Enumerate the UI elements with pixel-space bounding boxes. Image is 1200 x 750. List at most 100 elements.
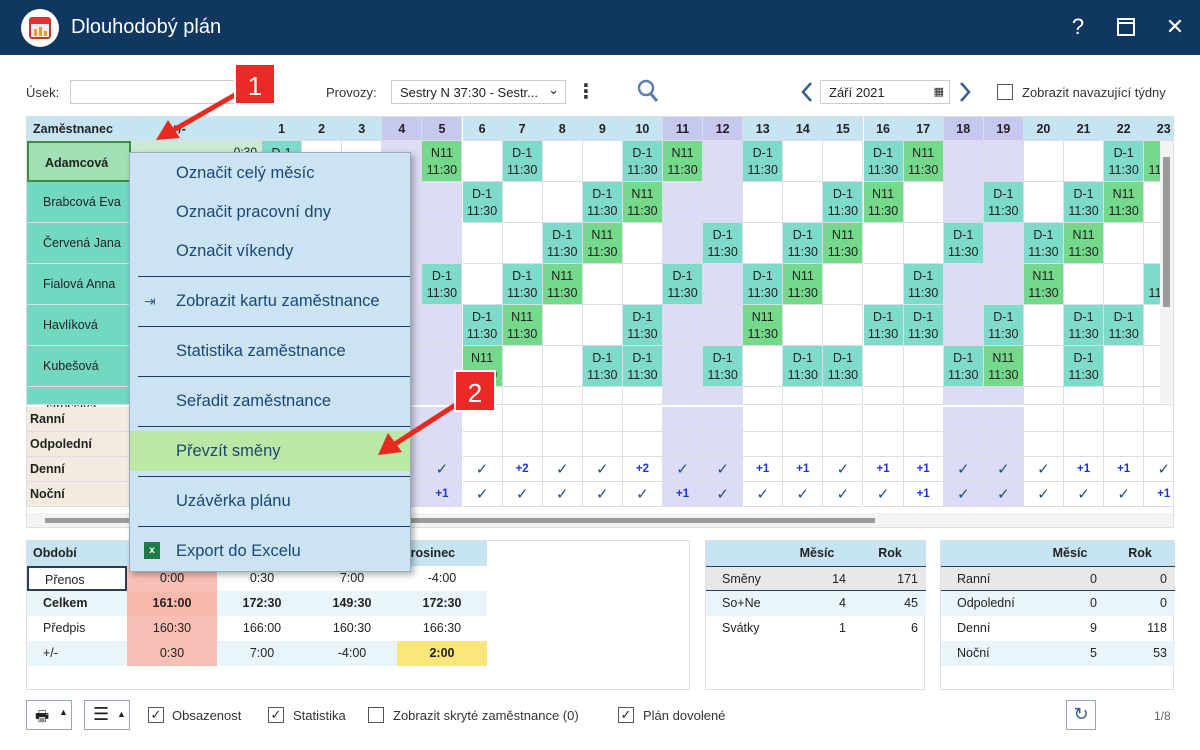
shift-cell[interactable]	[943, 264, 984, 305]
month-picker[interactable]: Září 2021 ▦	[820, 80, 950, 104]
employee-name-partial[interactable]	[27, 387, 131, 405]
shift-cell[interactable]	[422, 346, 463, 387]
shift-cell[interactable]: D-1 11:30	[663, 264, 704, 305]
context-menu-item[interactable]: Převzít směny	[130, 431, 410, 471]
shift-cell[interactable]: D-1 11:30	[1104, 141, 1145, 182]
shift-cell[interactable]: D-1 11:30	[502, 141, 543, 182]
prev-month-icon[interactable]	[800, 80, 814, 107]
maximize-button[interactable]	[1111, 12, 1141, 42]
day-header-2[interactable]: 2	[302, 117, 343, 141]
shift-cell[interactable]	[823, 264, 864, 305]
shift-cell[interactable]	[1144, 346, 1173, 387]
shift-cell[interactable]	[422, 223, 463, 264]
shift-cell[interactable]	[542, 182, 583, 223]
shift-cell[interactable]: D-1 11:30	[823, 346, 864, 387]
shift-cell[interactable]	[943, 182, 984, 223]
shift-cell[interactable]	[783, 182, 824, 223]
print-button[interactable]: 🖶 ▲	[26, 700, 72, 730]
shift-cell[interactable]: N11 11:30	[863, 182, 904, 223]
shift-cell[interactable]: D-1 11:30	[783, 223, 824, 264]
context-menu-item[interactable]: ⇥ Zobrazit kartu zaměstnance	[130, 281, 410, 321]
employee-name[interactable]: Červená Jana	[27, 223, 131, 264]
shift-cell[interactable]	[1144, 223, 1173, 264]
shift-cell[interactable]	[1104, 346, 1145, 387]
shift-cell[interactable]	[903, 346, 944, 387]
shift-cell[interactable]	[983, 264, 1024, 305]
shift-cell[interactable]: D-1 11:30	[622, 141, 663, 182]
hidden-employees-checkbox[interactable]	[368, 707, 384, 723]
shift-cell[interactable]	[823, 305, 864, 346]
day-header-6[interactable]: 6	[462, 117, 503, 141]
help-button[interactable]: ?	[1071, 14, 1085, 39]
shift-cell[interactable]	[1023, 305, 1064, 346]
shift-cell[interactable]	[502, 346, 543, 387]
employee-name[interactable]: Adamcová Jana	[27, 141, 131, 211]
day-header-13[interactable]: 13	[743, 117, 784, 141]
day-header-17[interactable]: 17	[903, 117, 944, 141]
shift-cell[interactable]	[422, 305, 463, 346]
employee-name[interactable]: Brabcová Eva	[27, 182, 131, 223]
shift-cell[interactable]: D-1 11:30	[542, 223, 583, 264]
day-header-15[interactable]: 15	[823, 117, 864, 141]
shift-cell[interactable]: D-1 11:30	[1023, 223, 1064, 264]
provozy-select[interactable]: Sestry N 37:30 - Sestr... ⌄	[391, 80, 566, 104]
more-options-icon[interactable]: ⋮	[576, 81, 596, 103]
follow-weeks-checkbox[interactable]	[997, 84, 1013, 100]
day-header-3[interactable]: 3	[342, 117, 383, 141]
shift-cell[interactable]	[1064, 141, 1105, 182]
shift-cell[interactable]: D-1 11:30	[823, 182, 864, 223]
next-month-icon[interactable]	[958, 80, 972, 107]
shift-cell[interactable]: N11 11:30	[502, 305, 543, 346]
scrollbar-thumb[interactable]	[45, 518, 875, 523]
shift-cell[interactable]: D-1 11:30	[1064, 182, 1105, 223]
context-menu-item[interactable]: Označit celý měsíc	[130, 153, 410, 193]
shift-cell[interactable]: D-1 11:30	[502, 264, 543, 305]
shift-cell[interactable]: N11 11:30	[542, 264, 583, 305]
day-header-16[interactable]: 16	[863, 117, 904, 141]
shift-cell[interactable]	[703, 305, 744, 346]
day-header-8[interactable]: 8	[542, 117, 583, 141]
statistika-checkbox[interactable]: ✓	[268, 707, 284, 723]
shift-cell[interactable]	[663, 182, 704, 223]
shift-cell[interactable]: D-1 11:30	[422, 264, 463, 305]
shift-cell[interactable]	[703, 182, 744, 223]
shift-cell[interactable]	[863, 264, 904, 305]
shift-cell[interactable]: D-1 11:30	[983, 305, 1024, 346]
shift-cell[interactable]: D-1 11:30	[863, 141, 904, 182]
employee-name[interactable]: Havlíková Lenka	[27, 305, 131, 373]
shift-cell[interactable]: N11 11:30	[983, 346, 1024, 387]
day-header-10[interactable]: 10	[622, 117, 663, 141]
refresh-button[interactable]: ↻	[1066, 700, 1096, 730]
shift-cell[interactable]: D-1 11:30	[903, 264, 944, 305]
shift-cell[interactable]	[663, 305, 704, 346]
shift-cell[interactable]	[502, 182, 543, 223]
shift-cell[interactable]	[743, 223, 784, 264]
context-menu-item[interactable]: Uzávěrka plánu	[130, 481, 410, 521]
shift-cell[interactable]: N11 11:30	[743, 305, 784, 346]
day-header-14[interactable]: 14	[783, 117, 824, 141]
shift-cell[interactable]: D-1 11:30	[743, 141, 784, 182]
shift-cell[interactable]	[743, 346, 784, 387]
shift-cell[interactable]	[622, 264, 663, 305]
shift-cell[interactable]	[783, 141, 824, 182]
shift-cell[interactable]	[703, 141, 744, 182]
shift-cell[interactable]: D-1 11:30	[863, 305, 904, 346]
vacation-plan-checkbox[interactable]: ✓	[618, 707, 634, 723]
shift-cell[interactable]: D-1 11:30	[983, 182, 1024, 223]
shift-cell[interactable]: D-1 11:30	[703, 223, 744, 264]
shift-cell[interactable]	[1104, 264, 1145, 305]
shift-cell[interactable]	[743, 182, 784, 223]
shift-cell[interactable]: D-1 11:30	[622, 346, 663, 387]
shift-cell[interactable]	[903, 182, 944, 223]
day-header-4[interactable]: 4	[382, 117, 423, 141]
shift-cell[interactable]	[1144, 182, 1173, 223]
day-header-20[interactable]: 20	[1023, 117, 1064, 141]
shift-cell[interactable]: N11 11:30	[663, 141, 704, 182]
context-menu-item[interactable]: Seřadit zaměstnance	[130, 381, 410, 421]
day-header-19[interactable]: 19	[983, 117, 1024, 141]
day-header-11[interactable]: 11	[663, 117, 704, 141]
shift-cell[interactable]: D-1 11:30	[622, 305, 663, 346]
context-menu-item[interactable]: Označit pracovní dny	[130, 192, 410, 232]
day-header-9[interactable]: 9	[582, 117, 623, 141]
shift-cell[interactable]: D-1 11:30	[703, 346, 744, 387]
